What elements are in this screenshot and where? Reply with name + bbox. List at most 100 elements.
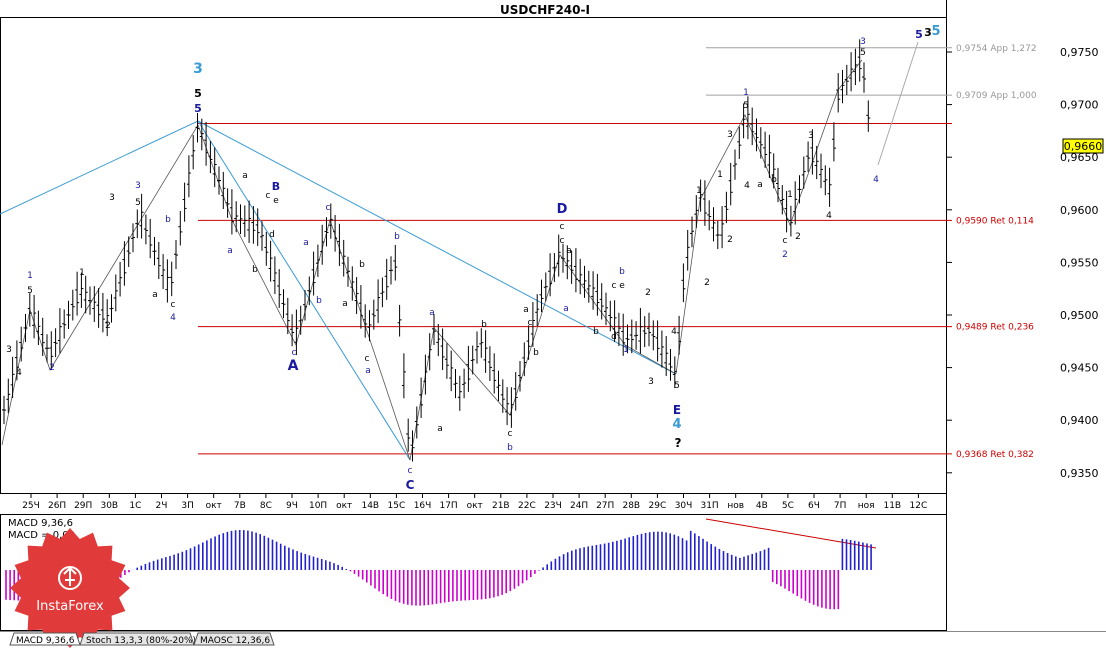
- sub-wave-label: c: [266, 191, 271, 201]
- sub-wave-label: b: [359, 260, 365, 270]
- sub-wave-label: 2: [795, 232, 801, 242]
- sub-wave-label: a: [365, 366, 371, 376]
- sub-wave-label: 3: [727, 130, 733, 140]
- sub-wave-label: c: [408, 466, 413, 476]
- x-tick-label: 8С: [260, 501, 272, 511]
- x-tick-label: 27П: [596, 501, 614, 511]
- sub-wave-label: 4: [826, 211, 832, 221]
- sub-wave-label: c: [783, 236, 788, 246]
- x-tick-label: 11В: [883, 501, 901, 511]
- x-tick-label: 22С: [518, 501, 536, 511]
- x-tick-label: 16Ч: [414, 501, 432, 511]
- sub-wave-label: a: [757, 180, 763, 190]
- wave-label: D: [557, 202, 568, 217]
- sub-wave-label: c: [612, 281, 617, 291]
- y-tick-label: 0,9500: [1060, 309, 1099, 322]
- indicator-tab[interactable]: MACD 9,36,6: [9, 632, 81, 646]
- logo-text: InstaForex: [36, 599, 104, 614]
- sub-wave-label: 5: [743, 101, 749, 111]
- y-tick-label: 0,9400: [1060, 414, 1099, 427]
- tab-shape: [193, 632, 275, 646]
- x-tick-label: 9Ч: [286, 501, 298, 511]
- sub-wave-label: a: [437, 424, 443, 434]
- wave-label: 5: [194, 87, 202, 100]
- x-tick-label: 6Ч: [808, 501, 820, 511]
- sub-wave-label: b: [507, 443, 513, 453]
- sub-wave-label: c: [171, 300, 176, 310]
- y-tick-label: 0,9650: [1060, 151, 1099, 164]
- sub-wave-label: a: [152, 290, 158, 300]
- wave-label: 4: [672, 417, 681, 432]
- x-tick-label: 7П: [834, 501, 847, 511]
- wave-label: 3: [193, 61, 203, 77]
- sub-wave-label: 3: [648, 377, 654, 387]
- sub-wave-label: c: [365, 354, 370, 364]
- sub-wave-label: 5: [674, 381, 680, 391]
- x-tick-label: 31П: [700, 501, 718, 511]
- sub-wave-label: a: [566, 246, 572, 256]
- level-label: 0,9368 Ret 0,382: [956, 450, 1034, 460]
- indicator-tabs[interactable]: MACD 9,36,6 Stoch 13,3,3 (80%-20%) MAOSC 1…: [9, 632, 275, 646]
- macd-value-label: MACD = 0,00: [8, 530, 75, 541]
- sub-wave-label: 2: [782, 250, 788, 260]
- wave-label: 3: [924, 26, 932, 39]
- sub-wave-label: b: [771, 175, 777, 185]
- sub-wave-label: 2: [704, 278, 710, 288]
- wave-label: 5: [915, 28, 923, 41]
- sub-wave-label: b: [316, 296, 322, 306]
- sub-wave-label: 5: [27, 286, 33, 296]
- sub-wave-label: b: [394, 232, 400, 242]
- y-axis: 0,9750 0,9700 0,9650 0,9600 0,9550 0,9500 0,94…: [946, 46, 1099, 480]
- x-tick-label: 4В: [756, 501, 768, 511]
- sub-wave-label: c: [560, 236, 565, 246]
- wave-label: 5: [194, 102, 202, 115]
- sub-wave-label: 1: [787, 190, 793, 200]
- sub-wave-label: c: [528, 318, 533, 328]
- x-tick-label: окт: [467, 501, 483, 511]
- x-axis: 25Ч 26П 29П 30В 1С 2Ч 3П окт 7В 8С 9Ч 10П окт 14В 15С 1…: [22, 493, 927, 511]
- x-tick-label: окт: [206, 501, 222, 511]
- level-label: 0,9590 Ret 0,114: [956, 216, 1034, 226]
- wave-label: C: [406, 478, 415, 492]
- sub-wave-label: a: [523, 305, 529, 315]
- sub-wave-label: 1: [623, 345, 629, 355]
- sub-wave-label: 2: [727, 235, 733, 245]
- level-label: 0,9709 App 1,000: [956, 91, 1037, 101]
- x-tick-label: 3П: [181, 501, 194, 511]
- x-tick-label: 17П: [439, 501, 457, 511]
- level-label: 0,9754 App 1,272: [956, 44, 1037, 54]
- x-tick-label: 7В: [234, 501, 246, 511]
- sub-wave-label: 3: [808, 131, 814, 141]
- sub-wave-label: a: [342, 299, 348, 309]
- x-tick-label: 15С: [388, 501, 406, 511]
- x-tick-label: 29С: [649, 501, 667, 511]
- indicator-tab[interactable]: MAOSC 12,36,6: [193, 632, 275, 646]
- sub-wave-label: 4: [16, 368, 22, 378]
- sub-wave-label: a: [429, 308, 435, 318]
- indicator-tab[interactable]: Stoch 13,3,3 (80%-20%): [79, 632, 196, 646]
- sub-wave-label: e: [619, 281, 625, 291]
- sub-wave-label: 5: [135, 198, 141, 208]
- chart-title: USDCHF240-I: [500, 3, 590, 17]
- sub-wave-label: a: [563, 304, 569, 314]
- tab-label: MAOSC 12,36,6: [200, 636, 270, 646]
- sub-wave-label: 3: [6, 345, 12, 355]
- tab-shape: [9, 632, 81, 646]
- instaforex-logo: InstaForex: [10, 528, 130, 648]
- sub-wave-label: 2: [49, 363, 55, 373]
- sub-wave-label: 4: [170, 313, 176, 323]
- x-tick-label: окт: [336, 501, 352, 511]
- sub-wave-label: c: [326, 203, 331, 213]
- x-tick-label: 12С: [910, 501, 928, 511]
- x-tick-label: 26П: [48, 501, 66, 511]
- x-tick-label: 21В: [492, 501, 510, 511]
- wave-label: A: [288, 358, 299, 374]
- sub-wave-label: a: [227, 246, 233, 256]
- x-tick-label: нов: [727, 501, 744, 511]
- sub-wave-label: b: [165, 215, 171, 225]
- sub-wave-label: 1: [696, 186, 702, 196]
- current-price-box: [1062, 138, 1104, 154]
- candles: [2, 39, 871, 462]
